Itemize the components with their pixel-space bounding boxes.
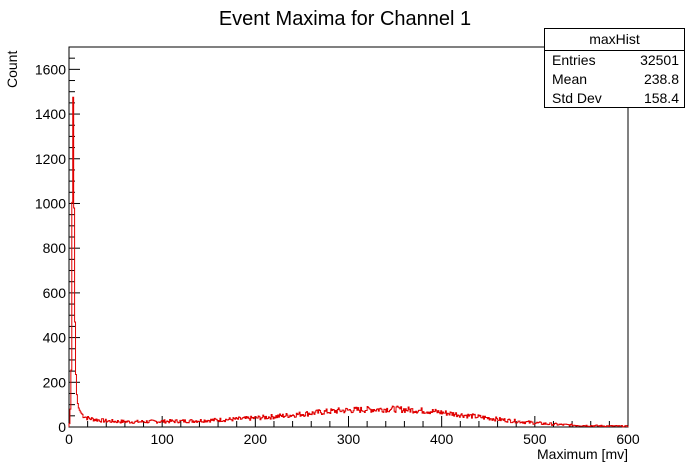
x-tick-label: 300 — [337, 431, 361, 447]
x-tick-label: 500 — [523, 431, 547, 447]
chart-title: Event Maxima for Channel 1 — [219, 8, 471, 30]
stats-box: maxHist Entries 32501 Mean 238.8 Std Dev… — [544, 28, 685, 108]
x-tick-label: 0 — [65, 431, 73, 447]
y-tick-label: 400 — [43, 330, 67, 346]
y-tick-label: 1400 — [35, 106, 66, 122]
stats-value: 158.4 — [643, 90, 679, 106]
x-axis-label: Maximum [mv] — [537, 446, 628, 462]
x-axis: 0 100 200 300 400 500 600 — [65, 416, 640, 447]
x-tick-label: 400 — [430, 431, 454, 447]
y-tick-label: 800 — [43, 240, 67, 256]
x-tick-label: 600 — [616, 431, 640, 447]
stats-box-title: maxHist — [545, 29, 684, 51]
histogram-series-line — [68, 96, 629, 428]
stats-label: Mean — [552, 71, 588, 87]
y-tick-label: 0 — [58, 419, 66, 435]
x-tick-label: 200 — [244, 431, 268, 447]
stats-label: Entries — [552, 52, 596, 68]
stats-value: 238.8 — [643, 71, 679, 87]
stats-value: 32501 — [640, 52, 679, 68]
y-tick-label: 1000 — [35, 195, 66, 211]
y-axis-label: Count — [4, 51, 20, 88]
y-tick-label: 1200 — [35, 151, 66, 167]
stats-row-entries: Entries 32501 — [545, 51, 684, 70]
y-tick-label: 600 — [43, 285, 67, 301]
stats-row-mean: Mean 238.8 — [545, 70, 684, 89]
stats-row-stddev: Std Dev 158.4 — [545, 89, 684, 108]
y-tick-label: 200 — [43, 374, 67, 390]
y-tick-label: 1600 — [35, 61, 66, 77]
x-tick-label: 100 — [150, 431, 174, 447]
stats-label: Std Dev — [552, 90, 602, 106]
